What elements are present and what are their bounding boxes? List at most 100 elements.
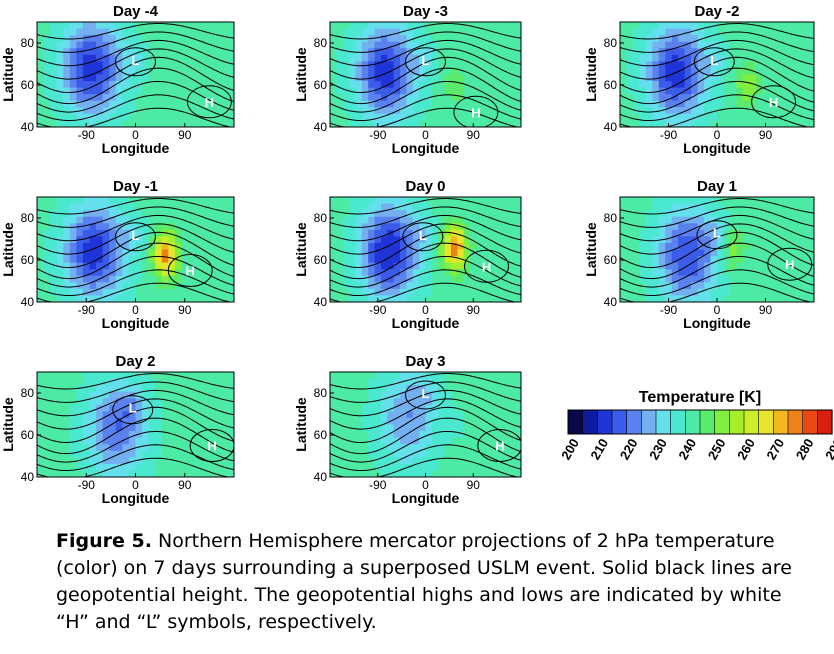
contour-line — [620, 223, 814, 255]
y-tick-label: 40 — [604, 120, 618, 134]
colorbar-tick-label: 250 — [705, 436, 729, 462]
colorbar-tick-label: 290 — [822, 436, 834, 462]
x-tick-label: 90 — [759, 128, 773, 142]
panel-5: L H Day 0 -90 0 90 40 60 80 Longitude Latitude — [293, 178, 522, 331]
y-tick-label: 60 — [21, 428, 35, 442]
geopotential-contours — [37, 373, 234, 477]
contour-line — [620, 48, 814, 80]
contour-line — [330, 282, 517, 302]
low-marker: L — [132, 228, 140, 243]
colorbar-swatch — [743, 409, 760, 435]
high-marker: H — [785, 257, 794, 272]
contour-line — [620, 206, 814, 228]
x-tick-label: 0 — [714, 303, 721, 317]
x-tick-label: 90 — [178, 128, 192, 142]
x-tick-label: 90 — [467, 478, 481, 492]
panel-title: Day 1 — [697, 178, 737, 195]
high-marker: H — [482, 259, 491, 274]
panel-title: Day 3 — [405, 353, 445, 370]
y-axis-label: Latitude — [0, 397, 16, 452]
high-marker: H — [495, 439, 504, 454]
contour-line — [620, 269, 814, 296]
colorbar-swatch — [773, 409, 789, 435]
y-tick-label: 60 — [314, 428, 328, 442]
low-contour — [402, 222, 444, 252]
panel-3: L H Day -2 -90 0 90 40 60 80 Longitude Latitude — [583, 3, 815, 156]
low-contour — [115, 222, 156, 252]
x-tick-label: 90 — [467, 128, 481, 142]
y-tick-label: 60 — [314, 78, 328, 92]
x-axis-label: Longitude — [683, 140, 751, 156]
contour-line — [37, 269, 234, 296]
colorbar-tick-label: 220 — [617, 436, 641, 462]
x-tick-label: -90 — [660, 128, 678, 142]
low-marker: L — [419, 228, 427, 243]
x-axis-label: Longitude — [392, 490, 460, 506]
contour-line — [37, 398, 234, 430]
high-marker: H — [186, 264, 195, 279]
low-contour — [405, 380, 446, 410]
contour-line — [37, 31, 234, 53]
contour-line — [330, 381, 521, 403]
panel-1: L H Day -4 -90 0 90 40 60 80 Longitude Latitude — [0, 3, 235, 156]
caption-label: Figure 5. — [56, 530, 152, 552]
y-tick-label: 40 — [314, 470, 328, 484]
geopotential-contours — [37, 23, 234, 127]
low-marker: L — [132, 53, 140, 68]
x-tick-label: 90 — [467, 303, 481, 317]
x-tick-label: -90 — [78, 128, 96, 142]
high-contour — [189, 429, 234, 462]
contour-line — [620, 231, 814, 269]
low-contour — [115, 47, 156, 77]
colorbar-swatch — [597, 409, 613, 435]
low-contour — [693, 47, 735, 77]
figure-caption: Figure 5. Northern Hemisphere mercator p… — [56, 528, 816, 636]
panel-6: L H Day 1 -90 0 90 40 60 80 Longitude Latitude — [583, 178, 815, 331]
colorbar-swatch — [567, 409, 584, 435]
x-tick-label: 0 — [422, 303, 429, 317]
colorbar-tick-label: 270 — [763, 436, 787, 462]
x-tick-label: -90 — [78, 478, 96, 492]
contour-line — [37, 373, 234, 390]
y-tick-label: 60 — [314, 253, 328, 267]
y-tick-label: 40 — [604, 295, 618, 309]
contour-line — [37, 81, 234, 113]
colorbar-frame — [567, 409, 833, 435]
x-axis-label: Longitude — [392, 140, 460, 156]
contour-line — [620, 31, 814, 53]
x-tick-label: -90 — [369, 303, 387, 317]
x-tick-label: -90 — [369, 478, 387, 492]
contour-line — [330, 223, 521, 255]
low-marker: L — [713, 226, 721, 241]
y-tick-label: 80 — [21, 386, 35, 400]
y-tick-label: 60 — [21, 78, 35, 92]
y-tick-label: 40 — [314, 295, 328, 309]
y-tick-label: 60 — [604, 78, 618, 92]
x-tick-label: -90 — [369, 128, 387, 142]
y-tick-label: 60 — [21, 253, 35, 267]
contour-line — [37, 457, 230, 477]
contour-line — [330, 94, 521, 121]
contour-line — [37, 223, 234, 255]
high-contour — [186, 85, 232, 119]
y-tick-label: 40 — [21, 470, 35, 484]
contour-line — [330, 31, 521, 53]
high-marker: H — [205, 95, 214, 110]
x-tick-label: 90 — [178, 478, 192, 492]
colorbar-title: Temperature [K] — [639, 389, 761, 406]
y-tick-label: 80 — [604, 36, 618, 50]
contour-line — [37, 39, 234, 67]
y-tick-label: 40 — [21, 120, 35, 134]
y-tick-label: 80 — [604, 211, 618, 225]
colorbar-swatch — [714, 409, 730, 435]
contour-line — [37, 206, 234, 228]
x-tick-label: -90 — [660, 303, 678, 317]
contour-line — [37, 282, 233, 302]
colorbar-swatch — [611, 409, 628, 435]
contour-line — [37, 67, 234, 105]
panel-title: Day -2 — [694, 3, 739, 20]
y-tick-label: 60 — [604, 253, 618, 267]
x-tick-label: 0 — [422, 128, 429, 142]
colorbar-swatch — [582, 409, 598, 435]
y-tick-label: 40 — [314, 120, 328, 134]
